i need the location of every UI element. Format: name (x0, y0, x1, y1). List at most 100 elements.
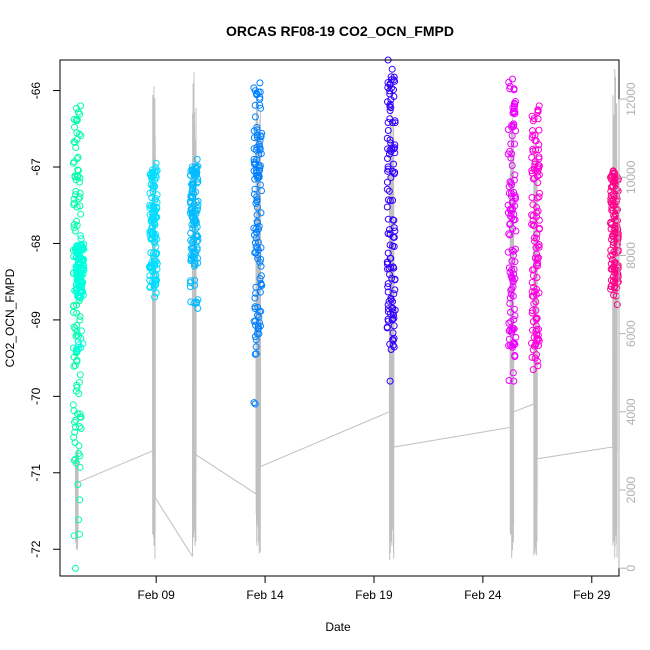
data-point (531, 174, 538, 182)
data-point (386, 241, 394, 249)
data-point (153, 235, 161, 243)
data-point (609, 273, 617, 281)
data-point (257, 272, 265, 280)
data-point (509, 276, 517, 284)
data-point (390, 233, 398, 241)
altitude-trace (612, 68, 618, 558)
data-point (193, 171, 201, 179)
data-point (510, 305, 518, 313)
data-point (536, 189, 543, 197)
data-point (254, 325, 262, 333)
data-point (256, 258, 264, 266)
data-point (508, 162, 516, 169)
data-point (507, 154, 515, 162)
data-point (73, 328, 81, 336)
data-point (146, 204, 154, 212)
data-point (386, 115, 394, 123)
data-point (77, 293, 85, 301)
data-point (73, 309, 81, 317)
data-point (534, 207, 542, 215)
series-RF09 (72, 232, 88, 354)
data-point (252, 317, 260, 325)
series-RF15 (528, 102, 543, 374)
data-point (75, 195, 83, 203)
data-point (153, 265, 161, 273)
data-point (510, 189, 518, 196)
data-point (507, 318, 515, 326)
chart-title: ORCAS RF08-19 CO2_OCN_FMPD (226, 23, 454, 39)
data-point (257, 244, 265, 252)
data-point (71, 227, 79, 235)
data-point (533, 234, 540, 242)
data-point (511, 312, 519, 320)
data-point (76, 530, 83, 538)
data-point (509, 104, 517, 111)
x-tick-label: Feb 09 (138, 588, 176, 602)
data-point (70, 308, 77, 316)
data-point (609, 196, 617, 204)
connector-line (260, 411, 390, 468)
y-tick-label: -66 (29, 82, 43, 100)
y-axis: -72 -71 -70 -69 -68 -67 -66 (29, 82, 61, 558)
data-point (510, 377, 518, 385)
data-point (76, 496, 84, 504)
data-point (384, 301, 392, 309)
data-point (76, 423, 84, 431)
data-point (76, 371, 84, 379)
data-point (509, 75, 516, 83)
data-point (386, 377, 394, 385)
data-point (149, 188, 157, 196)
data-point (250, 155, 258, 163)
data-point (529, 318, 537, 326)
data-point (505, 189, 513, 197)
data-point (71, 123, 78, 131)
data-point (507, 290, 515, 298)
data-point (251, 175, 259, 183)
data-point (511, 140, 518, 148)
data-point (386, 87, 394, 95)
y-tick-label: -68 (29, 234, 43, 252)
y-tick-label: -67 (29, 158, 43, 176)
data-point (384, 163, 392, 171)
data-point (148, 278, 156, 286)
data-point (535, 342, 542, 349)
data-point (70, 199, 78, 207)
data-point (608, 236, 615, 243)
data-point (384, 258, 392, 266)
x-tick-label: Feb 29 (573, 588, 611, 602)
data-point (70, 195, 78, 203)
data-point (253, 211, 261, 219)
data-point (387, 296, 395, 304)
data-point (191, 248, 199, 256)
data-point (69, 401, 77, 409)
data-point (75, 442, 83, 450)
data-point (73, 285, 81, 293)
data-point (146, 283, 154, 291)
data-point (71, 139, 79, 146)
data-point (614, 273, 622, 281)
data-point (76, 410, 84, 418)
data-point (507, 212, 514, 220)
data-point (74, 481, 82, 488)
data-point (611, 213, 619, 221)
data-point (530, 166, 538, 173)
data-point (391, 119, 399, 127)
data-point (533, 326, 541, 334)
data-point (254, 255, 262, 263)
altitude-trace (192, 72, 197, 557)
connector-line (513, 403, 534, 413)
data-point (510, 120, 517, 128)
data-point (389, 196, 397, 204)
x-tick-label: Feb 19 (355, 588, 393, 602)
data-point (384, 280, 392, 288)
data-point (255, 172, 263, 179)
data-point (253, 330, 261, 337)
data-point (250, 399, 258, 407)
series-RF14 (504, 75, 520, 385)
data-point (528, 292, 536, 300)
series-RF11 (186, 155, 202, 312)
data-point (191, 260, 199, 268)
data-point (77, 269, 85, 277)
data-point (76, 193, 84, 201)
connector-line (537, 446, 613, 460)
